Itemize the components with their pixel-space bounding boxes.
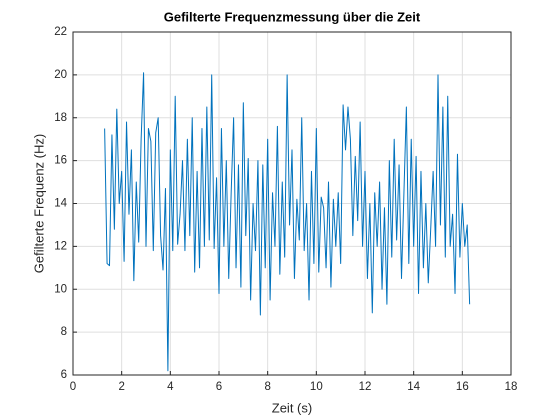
data-line	[104, 72, 471, 372]
y-tick-label: 12	[54, 240, 67, 252]
x-axis-label: Zeit (s)	[272, 400, 312, 415]
x-tick-label: 4	[167, 381, 174, 393]
y-tick-label: 14	[54, 198, 67, 210]
y-tick-label: 18	[54, 112, 67, 124]
x-tick-label: 18	[505, 381, 518, 393]
y-axis-label: Gefilterte Frequenz (Hz)	[31, 134, 46, 273]
y-tick-label: 22	[54, 26, 67, 38]
x-tick-label: 8	[264, 381, 270, 393]
y-tick-label: 10	[54, 283, 67, 295]
x-tick-label: 10	[310, 381, 323, 393]
x-tick-label: 12	[359, 381, 372, 393]
axes-box	[72, 31, 512, 376]
y-tick-label: 20	[54, 69, 67, 81]
x-tick-label: 14	[407, 381, 420, 393]
x-tick-label: 16	[456, 381, 469, 393]
y-tick-label: 6	[61, 369, 67, 381]
x-tick-label: 0	[70, 381, 76, 393]
y-tick-label: 8	[61, 326, 67, 338]
y-tick-label: 16	[54, 155, 67, 167]
x-tick-label: 6	[216, 381, 222, 393]
x-tick-label: 2	[118, 381, 124, 393]
chart-title: Gefilterte Frequenzmessung über die Zeit	[164, 9, 421, 24]
